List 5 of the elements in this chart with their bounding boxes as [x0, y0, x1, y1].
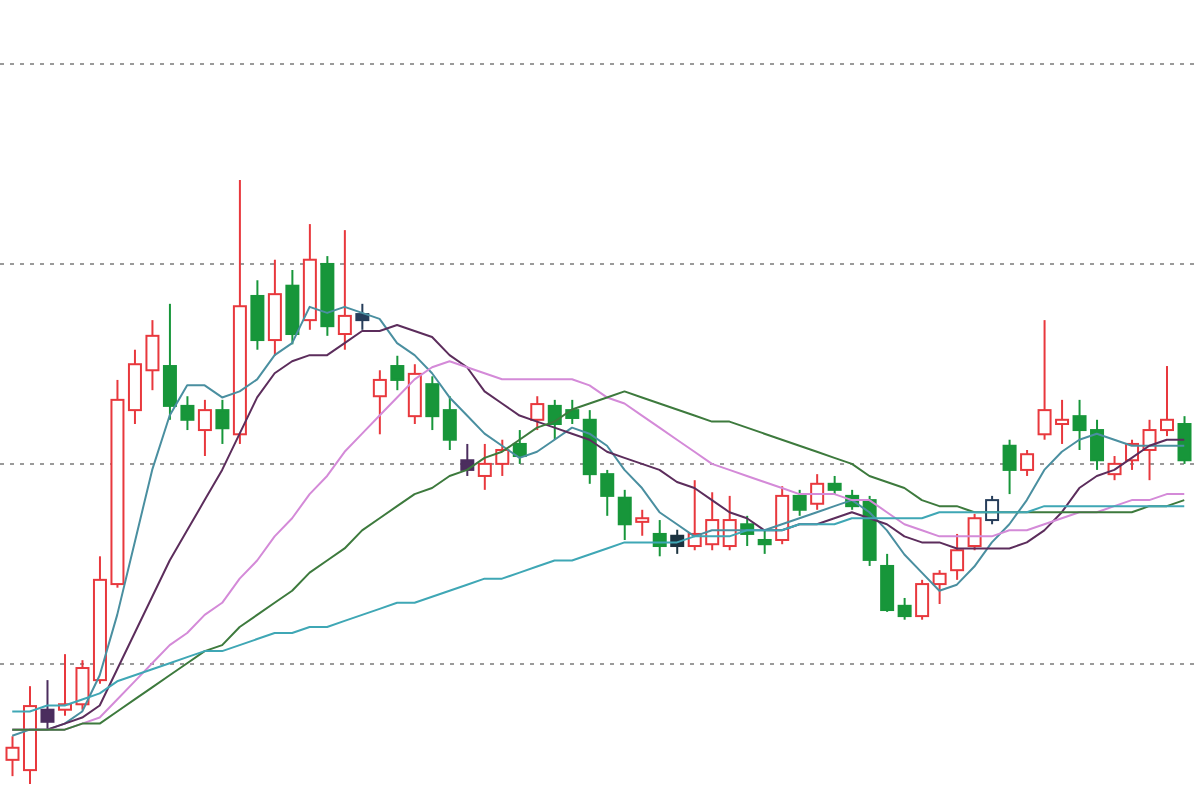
candlestick: [250, 279, 265, 351]
candlestick: [5, 735, 20, 778]
candlestick: [22, 685, 37, 784]
candlestick: [372, 369, 387, 436]
candlestick: [302, 223, 317, 331]
